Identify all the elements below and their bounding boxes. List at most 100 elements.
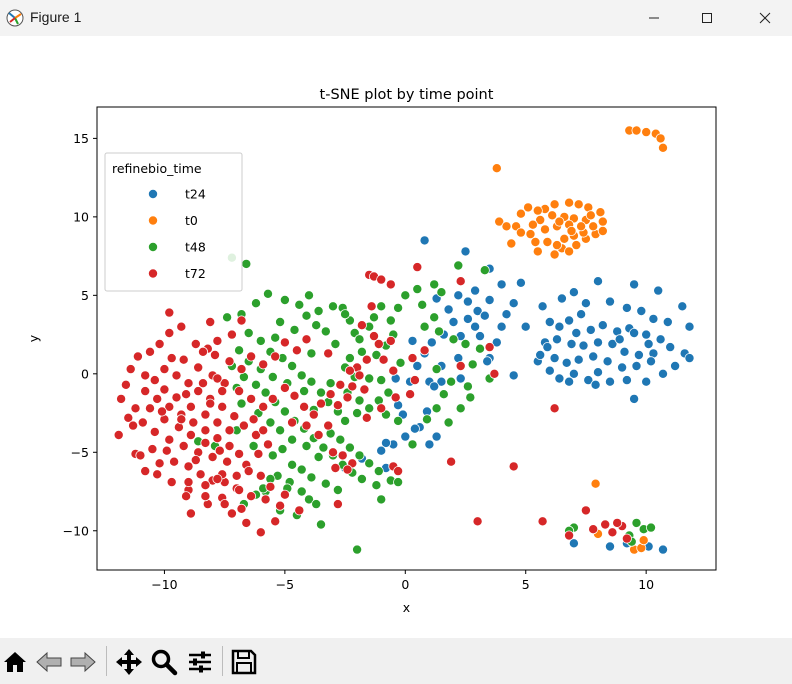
data-point	[385, 315, 396, 326]
data-point	[564, 197, 575, 208]
minimize-button[interactable]	[631, 0, 677, 36]
data-point	[229, 411, 240, 422]
maximize-button[interactable]	[684, 0, 730, 36]
back-button[interactable]	[34, 647, 64, 677]
data-point	[607, 527, 618, 538]
data-point	[354, 450, 365, 461]
data-point	[501, 309, 512, 320]
data-point	[564, 315, 575, 326]
data-point	[195, 469, 206, 480]
data-point	[200, 437, 211, 448]
data-point	[190, 455, 201, 466]
data-point	[231, 470, 242, 481]
data-point	[470, 321, 481, 332]
data-point	[554, 216, 565, 227]
data-point	[178, 440, 189, 451]
data-point	[508, 461, 519, 472]
data-point	[243, 327, 254, 338]
data-point	[617, 362, 628, 373]
data-point	[597, 216, 608, 227]
data-point	[301, 310, 312, 321]
x-tick-label: 0	[401, 577, 409, 592]
y-tick-label: −10	[63, 523, 89, 538]
zoom-button[interactable]	[149, 647, 179, 677]
data-point	[593, 276, 604, 287]
data-point	[250, 298, 261, 309]
data-point	[506, 238, 517, 249]
data-point	[135, 450, 146, 461]
data-point	[400, 290, 411, 301]
data-point	[564, 530, 575, 541]
data-point	[212, 373, 223, 384]
magnifier-icon	[151, 649, 178, 676]
data-point	[205, 316, 216, 327]
data-point	[166, 477, 177, 488]
data-point	[479, 310, 490, 321]
data-point	[412, 262, 423, 273]
configure-subplots-button[interactable]	[185, 647, 215, 677]
data-point	[576, 221, 587, 232]
data-point	[508, 370, 519, 381]
data-point	[344, 353, 355, 364]
data-point	[364, 403, 375, 414]
data-point	[176, 414, 187, 425]
data-point	[600, 519, 611, 530]
data-point	[332, 499, 343, 510]
data-point	[426, 337, 437, 348]
data-point	[296, 486, 307, 497]
data-point	[123, 412, 134, 423]
y-tick-label: 15	[73, 131, 89, 146]
save-button[interactable]	[229, 647, 259, 677]
home-button[interactable]	[0, 647, 30, 677]
data-point	[390, 392, 401, 403]
forward-button[interactable]	[68, 647, 98, 677]
data-point	[576, 309, 587, 320]
data-point	[573, 354, 584, 365]
data-point	[190, 338, 201, 349]
data-point	[113, 429, 124, 440]
figure-canvas[interactable]: −10 −5 0 5 10 −10 −5 0 5 10 15 t-SNE plot by time…	[0, 36, 792, 638]
data-point	[561, 357, 572, 368]
y-tick-label: 5	[81, 288, 89, 303]
close-button[interactable]	[742, 0, 788, 36]
pan-button[interactable]	[114, 647, 144, 677]
data-point	[629, 393, 640, 404]
data-point	[412, 284, 423, 295]
data-point	[602, 356, 613, 367]
data-point	[152, 469, 163, 480]
data-point	[429, 381, 440, 392]
data-point	[412, 360, 423, 371]
data-point	[409, 423, 420, 434]
data-point	[566, 225, 577, 236]
data-point	[407, 439, 418, 450]
data-point	[407, 353, 418, 364]
data-point	[585, 210, 596, 221]
data-point	[327, 301, 338, 312]
data-point	[176, 321, 187, 332]
x-axis-ticks: −10 −5 0 5 10	[151, 570, 654, 592]
data-point	[371, 349, 382, 360]
data-point	[356, 320, 367, 331]
data-point	[236, 503, 247, 514]
data-point	[267, 371, 278, 382]
data-point	[164, 307, 175, 318]
data-point	[325, 378, 336, 389]
data-point	[605, 376, 616, 387]
data-point	[246, 491, 257, 502]
data-point	[532, 205, 543, 216]
legend-entry: t0	[147, 213, 198, 228]
data-point	[448, 316, 459, 327]
data-point	[299, 386, 310, 397]
data-point	[171, 370, 182, 381]
data-point	[301, 420, 312, 431]
data-point	[631, 517, 642, 528]
data-point	[364, 373, 375, 384]
data-point	[270, 332, 281, 343]
legend-label: t0	[185, 213, 198, 228]
data-point	[209, 349, 220, 360]
data-point	[568, 538, 579, 549]
series-t0	[491, 125, 669, 555]
data-point	[277, 444, 288, 455]
data-point	[315, 398, 326, 409]
y-tick-label: −5	[71, 445, 89, 460]
